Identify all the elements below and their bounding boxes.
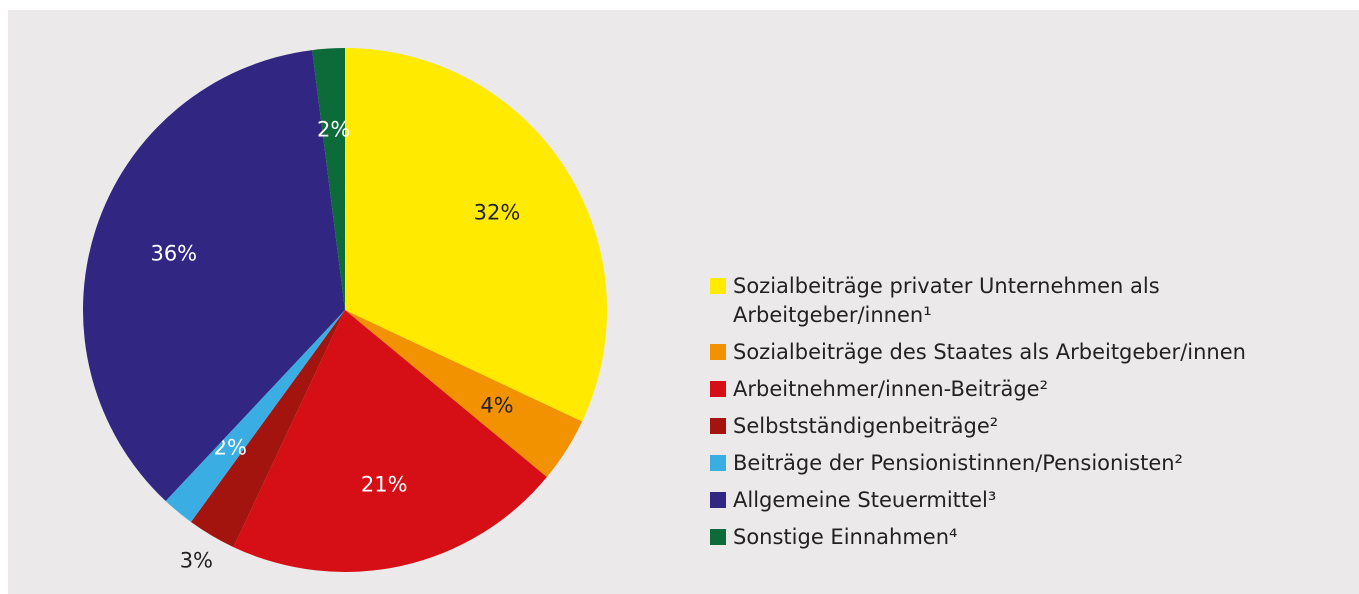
legend-label: Sonstige Einnahmen⁴	[733, 525, 958, 549]
legend-label: Selbstständigenbeiträge²	[733, 414, 999, 438]
data-label: 21%	[361, 473, 408, 497]
legend: Sozialbeiträge privater Unternehmen als …	[710, 272, 1340, 560]
legend-entry: Allgemeine Steuermittel³	[710, 486, 1340, 515]
legend-entry: Sozialbeiträge privater Unternehmen als …	[710, 272, 1340, 330]
legend-label: Allgemeine Steuermittel³	[733, 488, 997, 512]
legend-swatch	[710, 492, 726, 508]
pie-slice	[165, 310, 345, 522]
legend-entry: Sonstige Einnahmen⁴	[710, 523, 1340, 552]
pie-slice	[83, 50, 346, 501]
legend-entry: Sozialbeiträge des Staates als Arbeitgeb…	[710, 338, 1340, 367]
pie-slice	[345, 310, 583, 478]
legend-swatch	[710, 529, 726, 545]
legend-swatch	[710, 344, 726, 360]
data-label: 3%	[180, 548, 213, 572]
legend-entry: Beiträge der Pensionistinnen/Pensioniste…	[710, 449, 1340, 478]
legend-swatch	[710, 455, 726, 471]
pie-slice	[191, 310, 345, 548]
chart: 32%4%21%3%2%36%2%	[83, 48, 607, 572]
data-label: 36%	[150, 241, 197, 265]
pie-slice	[345, 48, 607, 422]
legend-label: Arbeitnehmer/innen-Beiträge²	[733, 377, 1049, 401]
legend-swatch	[710, 418, 726, 434]
legend-label: Sozialbeiträge des Staates als Arbeitgeb…	[733, 340, 1246, 364]
legend-entry: Selbstständigenbeiträge²	[710, 412, 1340, 441]
legend-label: Sozialbeiträge privater Unternehmen als …	[733, 274, 1160, 327]
legend-label: Beiträge der Pensionistinnen/Pensioniste…	[733, 451, 1183, 475]
legend-swatch	[710, 278, 726, 294]
data-label: 2%	[317, 117, 350, 141]
pie-slice	[233, 310, 547, 572]
legend-entry: Arbeitnehmer/innen-Beiträge²	[710, 375, 1340, 404]
legend-swatch	[710, 381, 726, 397]
pie-slice	[312, 48, 345, 310]
data-label: 4%	[480, 393, 513, 417]
data-label: 32%	[474, 201, 521, 225]
